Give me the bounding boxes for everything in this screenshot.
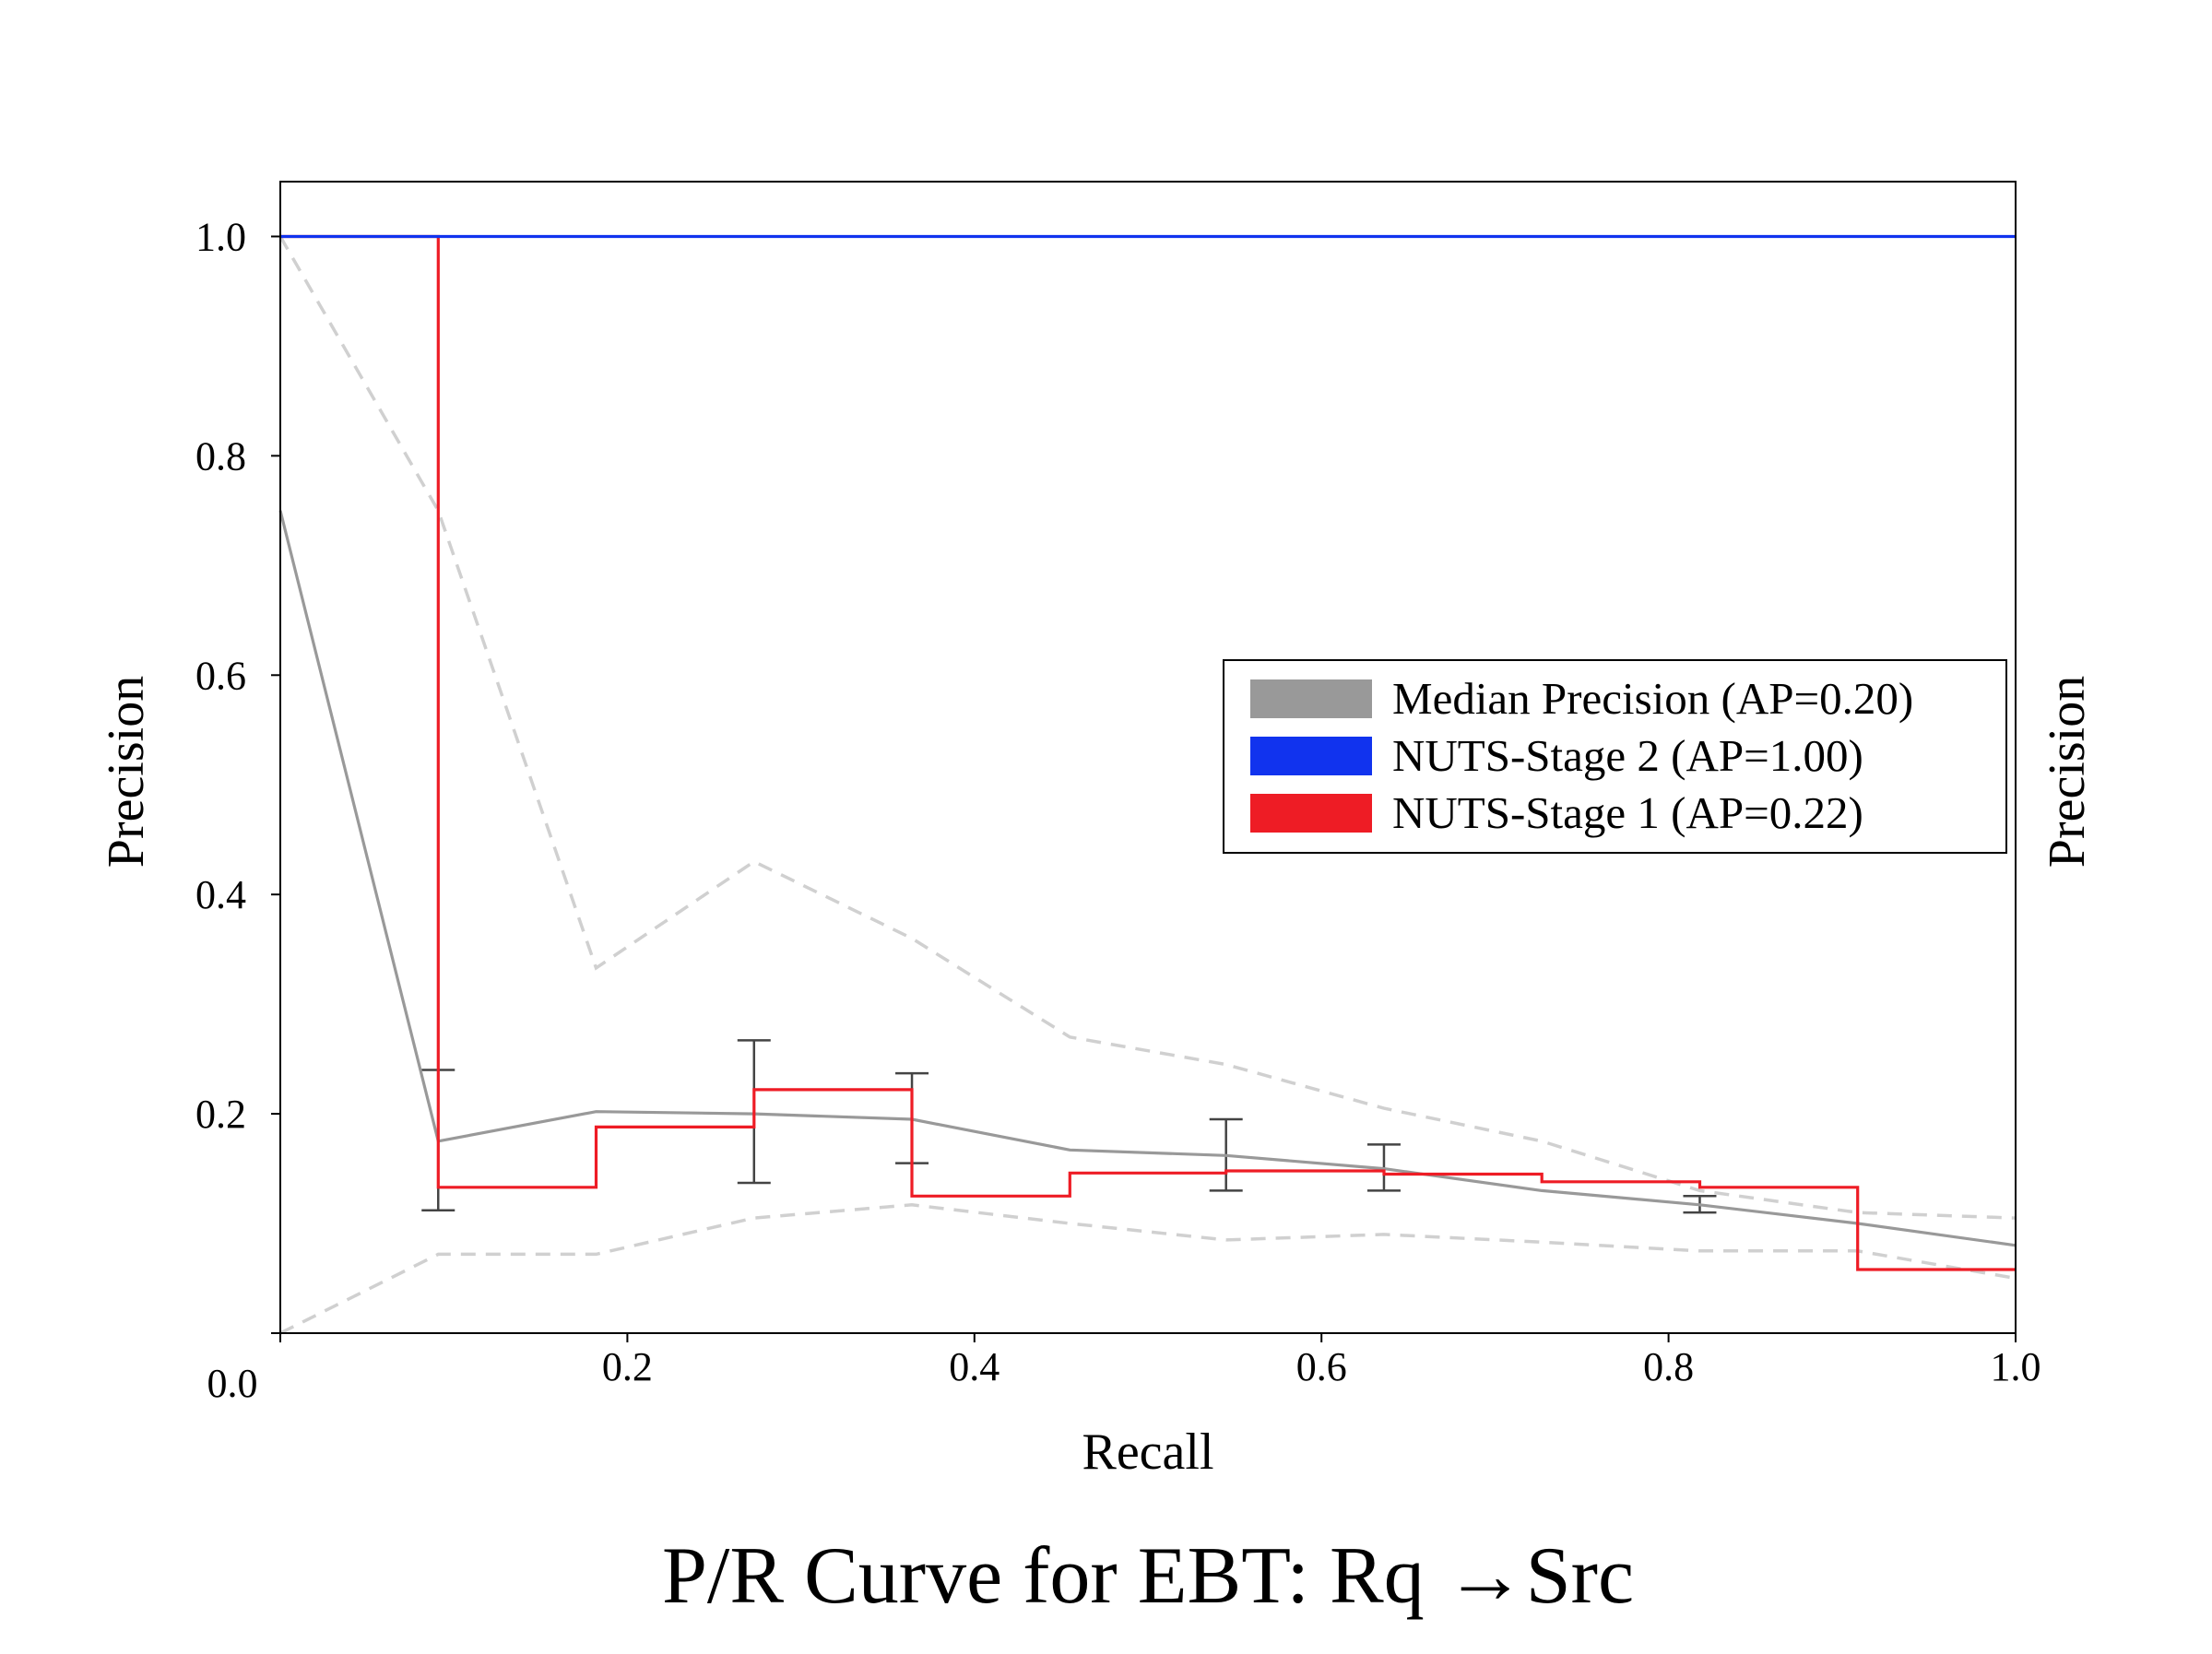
- x-tick-label: 0.6: [1296, 1344, 1347, 1389]
- chart-title: P/R Curve for EBT: Rq →Src: [662, 1531, 1634, 1621]
- x-tick-label: 0.0: [207, 1361, 258, 1406]
- y-axis-ticks: 0.2 0.4 0.6 0.8 1.0: [195, 214, 280, 1334]
- legend-label: Median Precision (AP=0.20): [1392, 673, 1913, 724]
- y-tick-label: 0.6: [195, 653, 246, 698]
- x-tick-label: 0.2: [602, 1344, 653, 1389]
- legend-swatch: [1250, 737, 1372, 775]
- legend-entry-1: Median Precision (AP=0.20): [1250, 673, 1913, 724]
- series-line-1: [278, 510, 2017, 1247]
- legend-entry-3: NUTS-Stage 1 (AP=0.22): [1250, 787, 1863, 838]
- legend-label: NUTS-Stage 1 (AP=0.22): [1392, 787, 1863, 838]
- series-lines: [278, 234, 2017, 1271]
- y-tick-labels: 0.2 0.4 0.6 0.8 1.0: [195, 214, 246, 1137]
- x-tick-label: 0.8: [1643, 1344, 1694, 1389]
- x-axis-ticks: 0.0 0.2 0.4 0.6 0.8 1.0: [207, 1333, 2041, 1406]
- x-tick-label: 1.0: [1991, 1344, 2041, 1389]
- percentile-band-2: [279, 1203, 2017, 1335]
- percentile-band-1: [278, 235, 2017, 1220]
- y-axis-label-right: Precision: [2039, 676, 2096, 868]
- y-tick-label: 0.8: [195, 433, 246, 478]
- y-axis-label: Precision: [98, 676, 155, 868]
- x-axis-label: Recall: [1082, 1424, 1213, 1481]
- legend-entry-2: NUTS-Stage 2 (AP=1.00): [1250, 730, 1863, 781]
- y-tick-label: 0.2: [195, 1092, 246, 1137]
- legend: Median Precision (AP=0.20) NUTS-Stage 2 (…: [1223, 659, 2007, 854]
- y-tick-label: 1.0: [195, 214, 246, 259]
- percentile-bands: [278, 235, 2017, 1335]
- legend-label: NUTS-Stage 2 (AP=1.00): [1392, 730, 1863, 781]
- series-line-3: [280, 234, 2016, 1271]
- legend-swatch: [1250, 679, 1372, 718]
- x-tick-label: 0.4: [949, 1344, 1000, 1389]
- plot-frame: [279, 181, 2017, 1334]
- y-tick-label: 0.4: [195, 872, 246, 917]
- legend-swatch: [1250, 794, 1372, 833]
